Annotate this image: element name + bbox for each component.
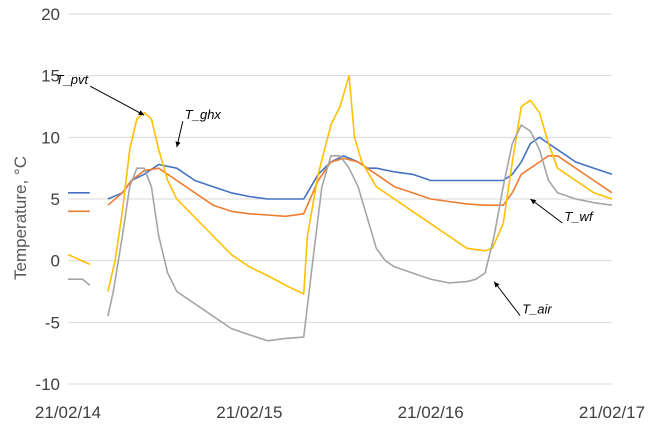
x-tick-label: 21/02/17 <box>579 403 645 422</box>
y-tick-label: -10 <box>35 375 60 394</box>
annotation-arrow <box>493 281 521 316</box>
annotation-arrowhead <box>530 199 537 205</box>
y-tick-label: 20 <box>41 5 60 24</box>
series-annotations: T_pvt T_ghx T_wf T_air <box>56 72 594 317</box>
series-lines <box>67 74 613 342</box>
x-tick-label: 21/02/15 <box>216 403 282 422</box>
x-tick-label: 21/02/16 <box>398 403 464 422</box>
y-tick-label: 5 <box>51 190 60 209</box>
series-line-t-air <box>68 124 613 342</box>
annotation-label: T_air <box>522 302 552 317</box>
annotation-arrowhead <box>138 110 145 116</box>
y-tick-label: 15 <box>41 67 60 86</box>
annotation-arrow <box>530 198 563 224</box>
y-axis-title: Temperature, °C <box>11 156 30 280</box>
annotation-arrow <box>89 85 145 116</box>
y-tick-labels: -10 -5 0 5 10 15 20 <box>35 5 60 394</box>
annotation-label: T_wf <box>564 209 594 224</box>
x-tick-label: 21/02/14 <box>35 403 101 422</box>
y-tick-label: 10 <box>41 128 60 147</box>
annotation-arrowhead <box>175 141 181 148</box>
series-line-t-wf <box>68 155 613 218</box>
annotation-label: T_pvt <box>56 72 90 87</box>
gridlines <box>68 13 612 385</box>
x-tick-labels: 21/02/14 21/02/15 21/02/16 21/02/17 <box>35 403 645 422</box>
y-tick-label: 0 <box>51 252 60 271</box>
annotation-label: T_ghx <box>185 107 222 122</box>
series-line-t-pvt <box>67 74 613 295</box>
y-tick-label: -5 <box>45 313 60 332</box>
annotation-arrowhead <box>494 281 500 288</box>
